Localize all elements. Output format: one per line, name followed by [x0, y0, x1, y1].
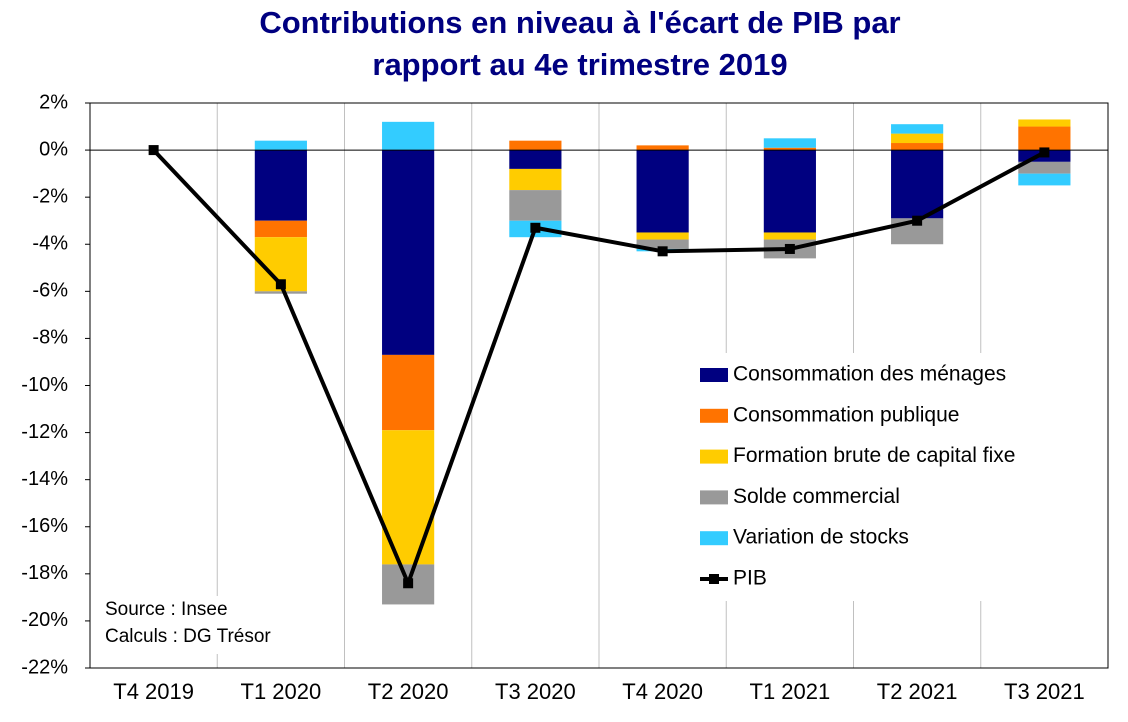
chart-title: Contributions en niveau à l'écart de PIB…	[259, 5, 900, 40]
plot-border	[89, 102, 1109, 669]
y-tick-label: -18%	[21, 562, 68, 584]
bar-segment	[891, 133, 944, 144]
bar-segment	[891, 150, 944, 219]
bar-segment	[382, 150, 435, 355]
line	[152, 148, 1046, 586]
y-tick-label: 2%	[39, 91, 68, 113]
line-marker	[530, 222, 541, 233]
y-tick-label: -2%	[32, 185, 68, 207]
y-tick-label: -6%	[32, 280, 68, 302]
y-tick-label: -12%	[21, 421, 68, 443]
legend-label: Formation brute de capital fixe	[733, 444, 1015, 467]
y-tick-label: -14%	[21, 468, 68, 490]
annotation: Source : Insee	[105, 599, 228, 620]
annotation-box	[97, 596, 327, 654]
bar-segment	[509, 168, 562, 191]
line-marker	[1039, 147, 1050, 158]
x-tick-label: T3 2021	[1004, 679, 1085, 704]
bar-segment	[382, 354, 435, 431]
y-tick-label: -8%	[32, 327, 68, 349]
bar-segment	[254, 291, 307, 294]
bar-segment	[763, 232, 816, 240]
bar-segment	[1018, 173, 1071, 186]
line-marker	[784, 243, 795, 254]
bar-segment	[254, 220, 307, 238]
line-marker	[148, 145, 159, 156]
legend-swatch	[700, 408, 728, 423]
y-tick-label: -4%	[32, 233, 68, 255]
line-marker	[403, 578, 414, 589]
bar-segment	[763, 150, 816, 233]
y-tick-label: -16%	[21, 515, 68, 537]
bar-segment	[1018, 161, 1071, 174]
legend-swatch	[700, 449, 728, 464]
legend-label: Consommation des ménages	[733, 363, 1006, 386]
bar-segment	[636, 145, 689, 151]
legend-swatch	[709, 574, 719, 584]
x-tick-label: T4 2020	[622, 679, 703, 704]
bar-segment	[636, 150, 689, 233]
line-marker	[275, 279, 286, 290]
bar-segment	[763, 138, 816, 148]
bar-segment	[891, 124, 944, 134]
x-tick-label: T1 2020	[241, 679, 322, 704]
bar-segment	[509, 140, 562, 151]
x-tick-label: T2 2021	[877, 679, 958, 704]
bar-segment	[763, 147, 816, 151]
x-tick-label: T4 2019	[113, 679, 194, 704]
x-tick-label: T3 2020	[495, 679, 576, 704]
y-tick-label: -10%	[21, 374, 68, 396]
line-marker	[912, 215, 923, 226]
legend-swatch	[700, 531, 728, 546]
legend-label: PIB	[733, 567, 767, 590]
annotation: Calculs : DG Trésor	[105, 626, 271, 647]
bar-segment	[1018, 119, 1071, 127]
bar-segment	[254, 140, 307, 151]
chart-title: rapport au 4e trimestre 2019	[372, 47, 787, 82]
bar-segment	[254, 150, 307, 221]
bar-segment	[636, 239, 689, 249]
y-tick-label: -20%	[21, 609, 68, 631]
y-tick-label: 0%	[39, 138, 68, 160]
x-tick-label: T1 2021	[750, 679, 831, 704]
bar-segment	[636, 232, 689, 240]
bar-segment	[382, 121, 435, 151]
bar-segment	[891, 143, 944, 151]
y-tick-label: -22%	[21, 656, 68, 678]
legend-label: Variation de stocks	[733, 526, 909, 549]
bar-segment	[509, 150, 562, 169]
bar-segment	[509, 190, 562, 221]
line-marker	[657, 246, 668, 257]
legend-label: Consommation publique	[733, 403, 959, 426]
legend-swatch	[700, 368, 728, 382]
legend-label: Solde commercial	[733, 485, 900, 508]
legend-swatch	[700, 490, 728, 505]
bar-segment	[1018, 126, 1071, 151]
legend-box	[684, 353, 1082, 601]
x-tick-label: T2 2020	[368, 679, 449, 704]
